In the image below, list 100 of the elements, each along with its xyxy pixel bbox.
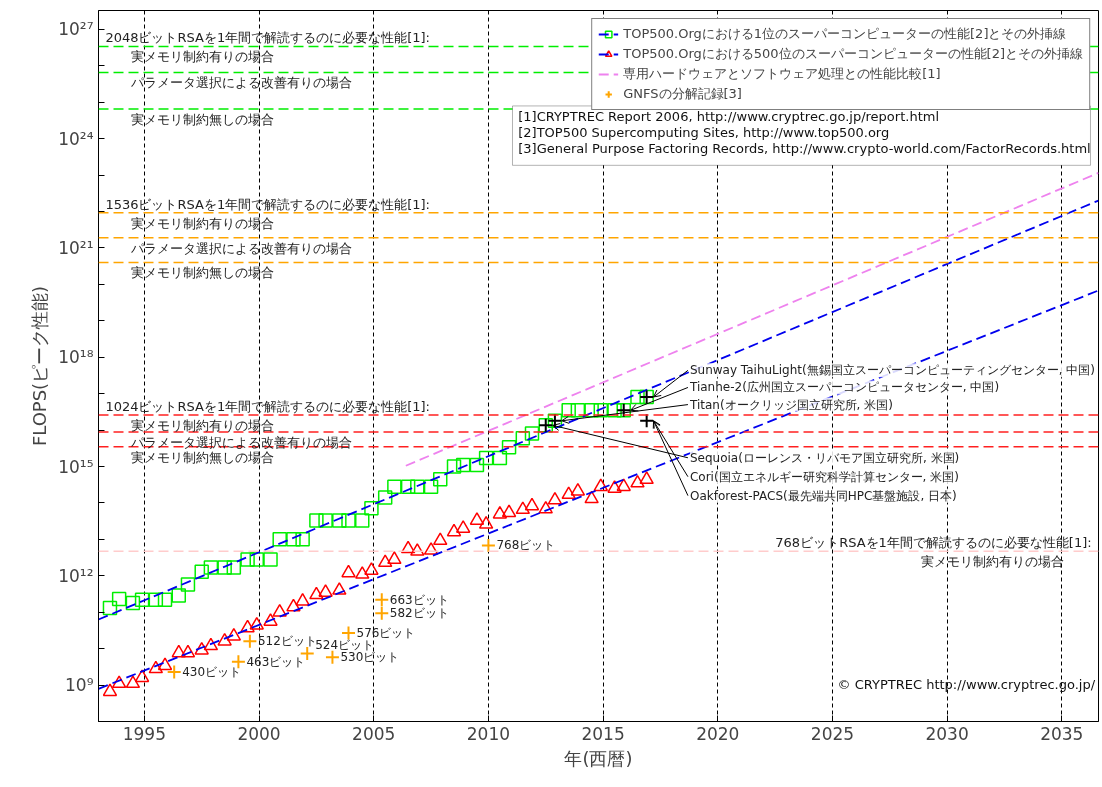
point xyxy=(355,513,370,528)
annotation: 524ビット xyxy=(315,638,375,653)
legend-label: TOP500.Orgにおける500位のスーパーコンピューターの性能[2]とその外挿線 xyxy=(623,45,1083,63)
ref-line-label: 実メモリ制約無しの場合 xyxy=(130,112,274,128)
point xyxy=(410,543,425,556)
point xyxy=(501,504,517,518)
point xyxy=(377,490,393,505)
point xyxy=(455,457,471,473)
point xyxy=(570,403,586,418)
annotation: 768ビット xyxy=(496,538,556,553)
point xyxy=(249,552,265,567)
point xyxy=(125,595,141,611)
point xyxy=(263,613,278,626)
ref-line-label: パラメータ選択による改善有りの場合 xyxy=(129,75,352,91)
point xyxy=(446,459,462,474)
ref-line-label: パラメータ選択による改善有りの場合 xyxy=(129,240,352,256)
y-tick-label: 10²⁷ xyxy=(58,19,94,40)
point xyxy=(286,598,301,612)
x-tick-label: 2000 xyxy=(237,723,281,744)
point xyxy=(374,592,390,608)
point xyxy=(593,403,609,418)
annotation: Oakforest-PACS(最先端共同HPC基盤施設, 日本) xyxy=(689,488,957,503)
annotation: 768ビットRSAを1年間で解読するのに必要な性能[1]: xyxy=(775,535,1092,551)
point xyxy=(309,586,324,600)
x-tick-label: 2010 xyxy=(466,723,511,744)
point xyxy=(242,633,258,649)
point xyxy=(639,471,654,484)
point xyxy=(480,537,496,553)
ref-line-label: 実メモリ制約有りの場合 xyxy=(130,215,274,231)
point xyxy=(561,403,576,418)
point xyxy=(524,497,540,511)
point xyxy=(295,532,310,547)
point xyxy=(469,512,485,525)
point xyxy=(249,616,265,630)
annotation: 530ビット xyxy=(340,650,400,665)
point xyxy=(423,542,439,555)
point xyxy=(272,603,287,617)
point xyxy=(166,664,182,680)
y-tick-label: 10⁹ xyxy=(65,675,94,696)
point xyxy=(432,471,448,487)
annotation: 576ビット xyxy=(356,625,416,640)
point xyxy=(240,552,255,567)
annotation: [2]TOP500 Supercomputing Sites, http://www.top500.org xyxy=(518,124,890,140)
point xyxy=(364,562,379,575)
point xyxy=(501,439,517,455)
point xyxy=(102,600,118,616)
x-tick-label: 2030 xyxy=(925,723,969,744)
point xyxy=(203,560,219,575)
point xyxy=(111,675,127,689)
point xyxy=(355,566,370,579)
point xyxy=(134,592,150,607)
point xyxy=(226,627,242,641)
x-tick-label: 1995 xyxy=(122,723,167,744)
point xyxy=(148,660,164,674)
point xyxy=(570,482,586,496)
point xyxy=(217,560,232,575)
point xyxy=(374,605,390,621)
point xyxy=(400,540,416,554)
x-tick-label: 2015 xyxy=(581,723,625,744)
point xyxy=(341,564,356,578)
point xyxy=(584,490,599,504)
point xyxy=(492,450,508,466)
annotation: 582ビット xyxy=(389,606,449,621)
point xyxy=(180,644,196,658)
point xyxy=(125,675,141,689)
point xyxy=(593,478,609,492)
point xyxy=(387,551,402,565)
x-tick-label: 2035 xyxy=(1040,723,1084,744)
point xyxy=(455,520,471,533)
ref-line-label: 実メモリ制約無しの場合 xyxy=(130,265,274,281)
point xyxy=(469,457,485,473)
x-tick-label: 2025 xyxy=(810,723,855,744)
annotation: © CRYPTREC http://www.cryptrec.go.jp/ xyxy=(837,676,1096,692)
point xyxy=(341,625,356,641)
annotation: 512ビット xyxy=(257,634,317,649)
annotation: 463ビット xyxy=(246,654,306,669)
annotation: Cori(国立エネルギー研究科学計算センター, 米国) xyxy=(689,469,959,484)
point xyxy=(446,523,462,537)
annotation: 1536ビットRSAを1年間で解読するのに必要な性能[1]: xyxy=(105,196,430,212)
point xyxy=(240,619,255,633)
annotation: 430ビット xyxy=(182,664,242,679)
ref-line-label: 実メモリ制約有りの場合 xyxy=(130,49,274,65)
y-tick-label: 10¹⁵ xyxy=(58,456,94,477)
point xyxy=(492,505,508,519)
point xyxy=(134,669,150,683)
point xyxy=(180,577,196,592)
annotation: 1024ビットRSAを1年間で解読するのに必要な性能[1]: xyxy=(105,398,430,414)
x-tick-label: 2005 xyxy=(352,723,396,744)
point xyxy=(341,513,356,528)
point xyxy=(547,491,563,505)
point xyxy=(515,501,531,515)
y-tick-label: 10¹⁸ xyxy=(58,347,94,368)
point xyxy=(332,582,347,595)
point xyxy=(364,500,379,516)
point xyxy=(295,593,310,606)
point xyxy=(272,532,287,547)
y-tick-label: 10²⁴ xyxy=(58,128,94,149)
legend-label: GNFSの分解記録[3] xyxy=(623,85,742,103)
point xyxy=(524,426,540,441)
point xyxy=(148,592,164,607)
